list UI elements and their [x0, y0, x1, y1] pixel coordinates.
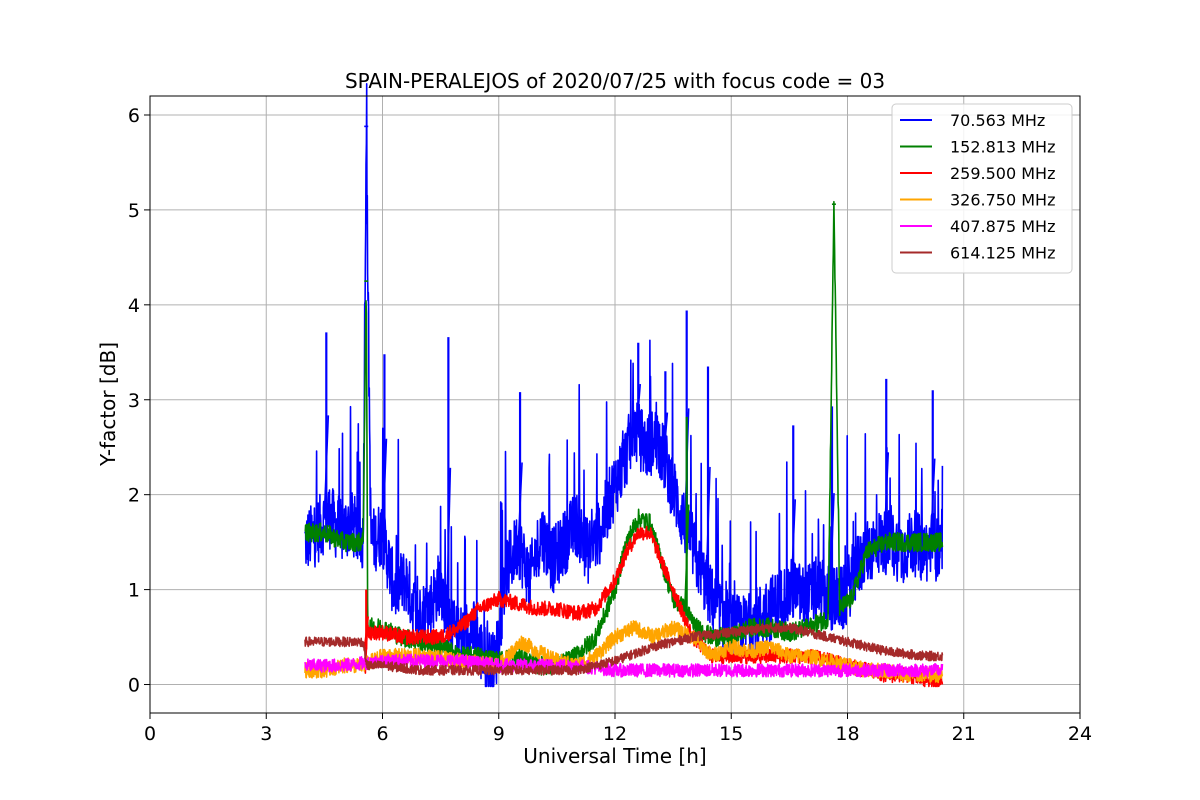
x-axis-label: Universal Time [h]: [523, 744, 706, 768]
series-spike: [517, 462, 523, 549]
x-tick-label: 3: [260, 723, 272, 745]
y-axis-label: Y-factor [dB]: [96, 342, 120, 467]
x-tick-label: 6: [376, 723, 388, 745]
series-spike: [829, 493, 835, 600]
x-tick-label: 15: [719, 723, 743, 745]
legend-label: 70.563 MHz: [950, 111, 1045, 130]
y-tick-label: 5: [128, 200, 140, 222]
legend-label: 326.750 MHz: [950, 191, 1055, 210]
series-line: [304, 83, 944, 688]
y-tick-label: 0: [128, 675, 140, 697]
series-spike: [381, 438, 388, 543]
y-tick-label: 3: [128, 390, 140, 412]
series-spike: [445, 467, 452, 628]
x-tick-label: 24: [1068, 723, 1092, 745]
series-4: [304, 653, 944, 678]
series-spike: [363, 616, 370, 650]
series-layer: [304, 83, 944, 688]
series-line: [304, 653, 944, 678]
series-spike: [883, 452, 890, 543]
x-tick-label: 12: [603, 723, 627, 745]
series-spike: [323, 415, 330, 517]
legend-item: 326.750 MHz: [900, 191, 1055, 210]
series-spike: [635, 384, 642, 435]
legend-item: 614.125 MHz: [900, 244, 1055, 263]
series-spike: [790, 499, 797, 590]
series-spike: [662, 412, 669, 464]
legend-item: 259.500 MHz: [900, 164, 1055, 183]
series-spike: [705, 466, 711, 590]
legend-box: [891, 103, 1073, 274]
legend-label: 152.813 MHz: [950, 138, 1055, 157]
chart-title: SPAIN-PERALEJOS of 2020/07/25 with focus…: [345, 69, 885, 93]
x-tick-label: 0: [144, 723, 156, 745]
legend-label: 407.875 MHz: [950, 217, 1055, 236]
series-spike: [683, 504, 690, 612]
legend-item: 70.563 MHz: [900, 111, 1045, 130]
y-tick-label: 1: [128, 580, 140, 602]
y-tick-label: 2: [128, 485, 140, 507]
series-spike: [929, 458, 936, 543]
legend-item: 152.813 MHz: [900, 138, 1055, 157]
y-tick-label: 6: [128, 105, 140, 127]
legend: 70.563 MHz 152.813 MHz 259.500 MHz 326.750 …: [891, 103, 1073, 274]
x-tick-label: 21: [952, 723, 976, 745]
series-5: [304, 622, 944, 676]
legend-label: 614.125 MHz: [950, 244, 1055, 263]
series-line: [304, 622, 944, 676]
legend-label: 259.500 MHz: [950, 164, 1055, 183]
y-tick-label: 4: [128, 295, 140, 317]
series-0: [304, 83, 944, 688]
legend-item: 407.875 MHz: [900, 217, 1055, 236]
x-tick-label: 18: [835, 723, 859, 745]
x-tick-label: 9: [493, 723, 505, 745]
